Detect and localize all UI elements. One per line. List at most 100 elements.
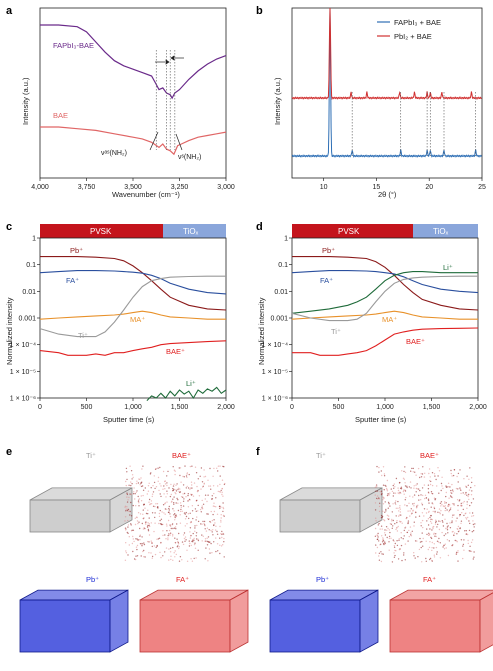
cube-e-bae-cloud-point xyxy=(160,542,162,544)
cube-e-bae-cloud-point xyxy=(170,555,172,557)
cube-e-bae-cloud-point xyxy=(151,545,153,548)
cube-e-bae-cloud-point xyxy=(127,524,130,526)
cube-e-bae-cloud-point xyxy=(172,559,174,561)
series-label-fapbi3-bae: FAPbI₃-BAE xyxy=(53,41,94,50)
cube-f-bae-cloud-point xyxy=(413,521,415,523)
cube-e-bae-cloud-point xyxy=(178,560,181,562)
cube-f-bae-cloud-point xyxy=(423,515,425,517)
cube-e-bae-cloud-point xyxy=(205,530,208,532)
cube-e-bae-cloud-point xyxy=(151,542,153,544)
cube-e-bae-cloud-point xyxy=(160,495,162,498)
cube-f-bae-cloud-point xyxy=(376,486,378,488)
cube-f-bae-cloud-point xyxy=(417,488,420,490)
cube-f-bae-cloud-point xyxy=(439,542,441,544)
cube-f-bae-cloud-point xyxy=(394,554,396,557)
cube-f-bae-cloud-point xyxy=(379,502,381,504)
cube-f-bae-cloud-point xyxy=(384,534,387,536)
cube-f-bae-cloud-point xyxy=(471,481,473,484)
cube-e-bae-cloud-point xyxy=(189,488,191,490)
cube-f-bae-cloud-point xyxy=(382,537,384,539)
cube-e-bae-cloud xyxy=(124,465,226,562)
cube-f-bae-cloud-point xyxy=(378,522,380,525)
cube-e-bae-cloud-point xyxy=(195,510,197,512)
cube-f-bae-cloud-point xyxy=(467,539,469,542)
cube-f-bae-cloud-point xyxy=(421,487,424,489)
ytick-label-c-6: 1 × 10⁻⁶ xyxy=(10,396,36,403)
cube-f-bae-cloud-point xyxy=(418,548,421,551)
cube-f-bae-cloud-point xyxy=(462,545,464,547)
cube-e-bae-cloud-point xyxy=(130,484,132,487)
cube-e-bae-cloud-point xyxy=(215,497,217,499)
cube-f-bae-cloud-point xyxy=(447,505,449,507)
cube-f-bae-cloud-point xyxy=(397,507,399,509)
cube-f-bae-cloud-point xyxy=(376,465,378,468)
cube-e-bae-cloud-point xyxy=(201,505,203,507)
cube-e-bae-cloud-point xyxy=(151,512,154,514)
cube-f-bae-cloud-point xyxy=(418,515,421,517)
cube-e-bae-cloud-point xyxy=(220,519,222,522)
cube-e-bae-cloud-point xyxy=(156,506,159,508)
cube-e-bae-cloud-point xyxy=(136,538,138,540)
cube-f-bae-cloud-point xyxy=(374,535,377,537)
cube-e-bae-cloud-point xyxy=(179,522,182,524)
cube-f-bae-cloud-point xyxy=(380,470,382,472)
cube-e-bae-cloud-point xyxy=(173,483,175,485)
cube-f-bae-cloud-point xyxy=(408,486,411,488)
cube-e-bae-cloud-point xyxy=(177,545,179,547)
cube-e-bae-cloud-point xyxy=(139,535,141,537)
cube-f-bae-cloud-point xyxy=(404,485,407,487)
cube-f-bae-cloud-point xyxy=(419,489,421,492)
cube-f-bae-cloud-point xyxy=(423,476,426,478)
cube-e-bae-cloud-point xyxy=(131,542,134,545)
cube-f-bae-cloud-point xyxy=(391,527,393,529)
cube-f-bae-cloud-point xyxy=(435,478,437,481)
cube-e-bae-cloud-point xyxy=(178,487,180,489)
cube-f-bae-cloud-point xyxy=(439,520,441,523)
cube-f-bae-cloud-point xyxy=(447,554,450,557)
cube-e-bae-cloud-point xyxy=(182,484,185,486)
cube-f-bae-cloud-point xyxy=(401,522,403,524)
cube-f-bae-cloud-point xyxy=(430,480,432,483)
cube-f-bae-cloud-point xyxy=(468,520,470,522)
cube-e-bae-cloud-point xyxy=(135,546,138,548)
cube-f-bae-cloud-point xyxy=(375,517,377,519)
cube-f-bae-cloud-point xyxy=(438,528,441,531)
cube-e-bae-cloud-point xyxy=(189,512,191,514)
cube-e-bae-cloud-point xyxy=(216,543,219,545)
cube-f-bae-cloud-point xyxy=(402,490,405,493)
cube-e-bae-cloud-point xyxy=(160,485,162,487)
cube-f-bae-cloud-point xyxy=(397,500,399,503)
tiox-label-d: TiOₓ xyxy=(433,227,449,236)
cube-f-bae-cloud-point xyxy=(444,505,446,507)
cube-f-bae-cloud-point xyxy=(410,487,412,489)
cube-f-bae-cloud-point xyxy=(378,510,381,513)
cube-f-bae-cloud-point xyxy=(433,532,435,534)
pvsk-label-c: PVSK xyxy=(90,227,112,236)
cube-f-bae-cloud-point xyxy=(386,488,388,491)
xtick-label-d-3: 1,500 xyxy=(423,404,441,411)
cube-e-bae-cloud-point xyxy=(153,530,155,533)
cube-e-bae-cloud-point xyxy=(199,508,202,511)
cube-f-bae-cloud-point xyxy=(465,491,467,494)
cube-e-bae-cloud-point xyxy=(205,547,207,549)
cube-f-bae-cloud-point xyxy=(469,545,471,547)
cube-f-bae-cloud-point xyxy=(398,539,400,541)
cube-f-bae-cloud-point xyxy=(429,541,431,543)
cube-f-bae-cloud-point xyxy=(438,520,440,522)
cube-f-fa-front xyxy=(389,599,481,653)
cube-e-bae-cloud-point xyxy=(137,495,139,498)
cube-f-bae-cloud-point xyxy=(432,527,434,530)
pvsk-label-d: PVSK xyxy=(338,227,360,236)
cube-e-bae-cloud-point xyxy=(174,537,176,539)
cube-e-bae-cloud-point xyxy=(179,474,181,477)
cube-f-bae-cloud-point xyxy=(386,490,389,492)
cube-f-bae-cloud-point xyxy=(437,475,439,477)
cube-f-bae-cloud-point xyxy=(445,485,447,487)
cube-e-bae-cloud-point xyxy=(158,522,160,525)
cube-f-bae-cloud-point xyxy=(379,528,381,530)
cube-f-bae-cloud-point xyxy=(382,510,384,512)
cube-f-bae-cloud-point xyxy=(433,543,435,545)
xlabel-a: Wavenumber (cm⁻¹) xyxy=(112,190,180,199)
cube-f-bae-cloud-point xyxy=(387,494,389,496)
cube-e-bae-cloud-point xyxy=(201,508,204,510)
